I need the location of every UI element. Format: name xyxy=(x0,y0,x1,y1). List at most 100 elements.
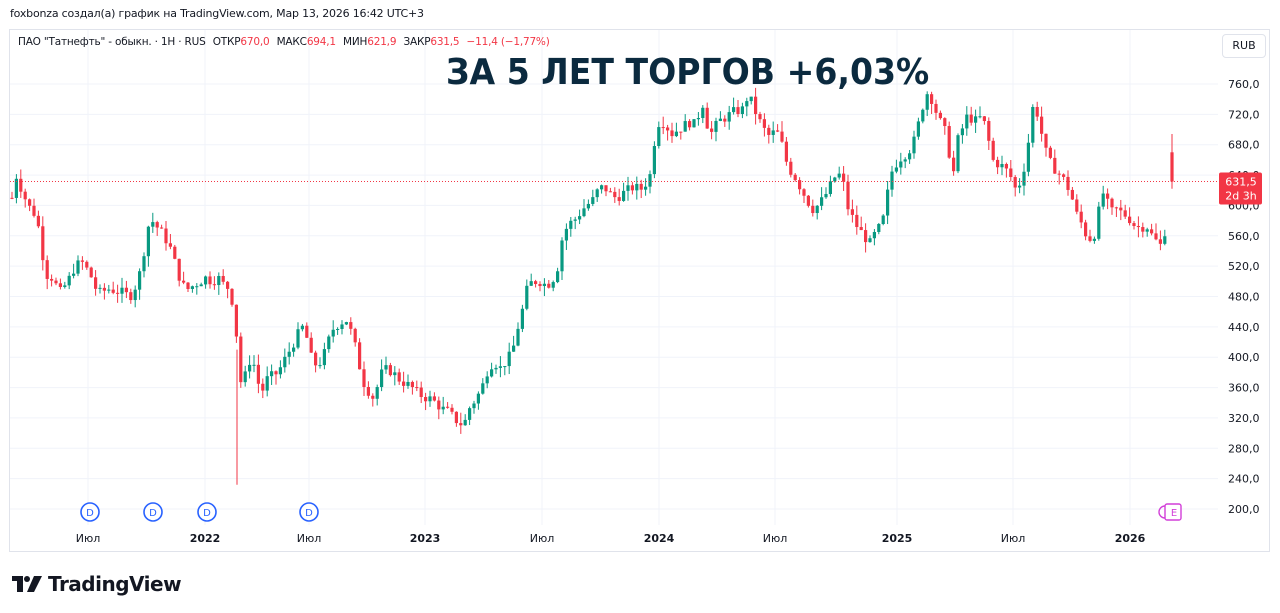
candle-down xyxy=(789,161,793,175)
dividend-marker-icon[interactable] xyxy=(143,502,163,522)
candle-down xyxy=(305,325,309,338)
candle-down xyxy=(23,191,27,200)
time-axis-label: Июл xyxy=(763,532,788,545)
candle-up xyxy=(384,365,388,370)
candle-up xyxy=(67,275,71,286)
candle-up xyxy=(833,177,837,182)
earnings-marker-icon[interactable] xyxy=(1164,503,1182,521)
candle-down xyxy=(437,400,441,410)
candle-down xyxy=(613,191,617,198)
brand-name: TradingView xyxy=(48,572,182,596)
candle-down xyxy=(54,280,58,284)
candle-down xyxy=(111,289,115,293)
candle-down xyxy=(36,215,40,227)
price-axis-label: 400,0 xyxy=(1228,351,1260,364)
candle-down xyxy=(1057,173,1061,175)
candle-up xyxy=(252,364,256,366)
candle-up xyxy=(635,183,639,191)
candle-up xyxy=(243,371,247,383)
candle-up xyxy=(520,308,524,329)
symbol-name[interactable]: ПАО "Татнефть" - обыкн. · 1Н · RUS xyxy=(18,36,206,48)
candle-up xyxy=(894,167,898,172)
candle-up xyxy=(507,351,511,367)
candle-up xyxy=(76,260,80,274)
candle-up xyxy=(899,161,903,168)
candle-up xyxy=(1092,238,1096,241)
candle-up xyxy=(516,328,520,346)
candle-up xyxy=(481,383,485,394)
time-axis-label: Июл xyxy=(297,532,322,545)
open-label: ОТКР xyxy=(212,36,241,48)
candle-up xyxy=(199,284,203,287)
candle-up xyxy=(217,276,221,286)
candle-up xyxy=(683,121,687,132)
candle-down xyxy=(432,396,436,401)
candle-down xyxy=(94,277,98,289)
candle-down xyxy=(934,103,938,113)
candle-up xyxy=(287,351,291,357)
candle-down xyxy=(930,94,934,104)
price-axis-label: 480,0 xyxy=(1228,291,1260,304)
candle-up xyxy=(740,106,744,115)
candle-up xyxy=(921,109,925,122)
price-axis-label: 440,0 xyxy=(1228,321,1260,334)
candle-up xyxy=(296,329,300,348)
candle-down xyxy=(1150,229,1154,234)
candle-down xyxy=(424,397,428,402)
candle-up xyxy=(877,223,881,232)
candle-down xyxy=(767,127,771,135)
candle-up xyxy=(868,238,872,243)
candle-down xyxy=(534,281,538,285)
candle-down xyxy=(226,281,230,289)
low-label: МИН xyxy=(343,36,368,48)
candle-down xyxy=(402,381,406,386)
dividend-marker-icon[interactable] xyxy=(299,502,319,522)
candle-down xyxy=(349,322,353,329)
time-axis-label: 2024 xyxy=(644,532,675,545)
candle-up xyxy=(714,120,718,132)
candle-down xyxy=(842,173,846,182)
candle-up xyxy=(494,367,498,370)
candle-down xyxy=(155,222,159,228)
candle-down xyxy=(982,116,986,122)
candle-down xyxy=(410,381,414,388)
candle-up xyxy=(692,119,696,128)
candle-up xyxy=(912,136,916,154)
candle-up xyxy=(974,116,978,123)
chart-frame[interactable] xyxy=(9,29,1270,552)
candle-down xyxy=(736,107,740,115)
candle-down xyxy=(261,383,265,391)
candle-down xyxy=(630,185,634,191)
dividend-marker-icon[interactable] xyxy=(197,502,217,522)
candle-down xyxy=(1170,152,1174,182)
dividend-marker-icon[interactable] xyxy=(80,502,100,522)
candle-down xyxy=(547,283,551,288)
candle-up xyxy=(278,367,282,375)
tradingview-logo[interactable]: TradingView xyxy=(12,572,182,596)
candle-up xyxy=(591,197,595,204)
close-value: 631,5 xyxy=(430,36,460,48)
candle-up xyxy=(674,131,678,137)
earnings-marker-arc xyxy=(1158,505,1166,519)
candle-up xyxy=(560,240,564,272)
candle-up xyxy=(626,185,630,191)
candle-up xyxy=(573,219,577,221)
candle-up xyxy=(564,228,568,241)
open-value: 670,0 xyxy=(240,36,270,48)
candle-down xyxy=(58,283,62,287)
candle-up xyxy=(815,205,819,214)
candle-down xyxy=(639,183,643,190)
candle-up xyxy=(14,178,18,198)
candle-down xyxy=(1110,198,1114,208)
candle-up xyxy=(498,366,502,368)
candle-down xyxy=(1079,211,1083,223)
candle-up xyxy=(908,153,912,160)
candle-up xyxy=(1145,229,1149,232)
time-axis-label: 2023 xyxy=(410,532,441,545)
candle-up xyxy=(529,281,533,286)
candle-down xyxy=(947,126,951,158)
candle-up xyxy=(476,393,480,404)
currency-button[interactable]: RUB xyxy=(1222,34,1266,58)
candle-down xyxy=(666,127,670,131)
